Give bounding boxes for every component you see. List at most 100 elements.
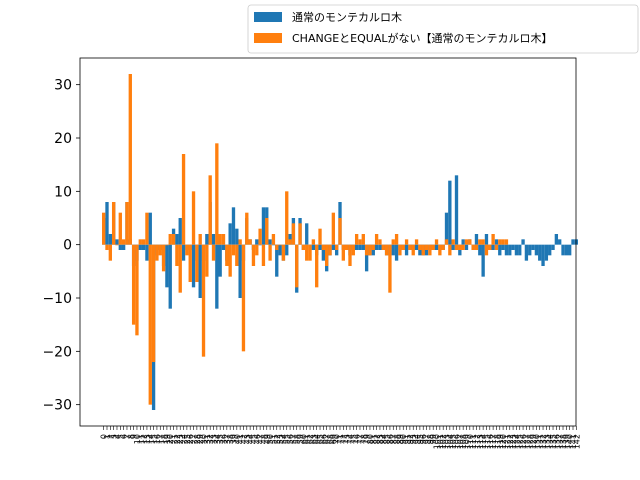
- bar-series-1: [451, 239, 455, 245]
- x-tick-label: 27: [190, 434, 199, 444]
- x-tick-label: 130: [532, 434, 541, 449]
- x-tick-label: 28: [193, 434, 202, 444]
- bar-series-0: [121, 244, 126, 250]
- bar-series-1: [275, 244, 279, 250]
- bar-series-1: [371, 244, 375, 250]
- bar-series-1: [141, 239, 146, 245]
- x-tick-label: 57: [289, 434, 298, 444]
- x-tick-label: 14: [146, 434, 155, 444]
- bar-series-1: [481, 239, 485, 245]
- bar-series-1: [221, 234, 226, 245]
- bar-series-1: [135, 244, 139, 336]
- x-tick-label: 43: [243, 434, 252, 444]
- bar-series-1: [348, 244, 352, 266]
- bar-series-1: [408, 244, 412, 250]
- bar-series-1: [354, 234, 359, 245]
- x-tick-label: 39: [229, 434, 238, 444]
- bar-series-1: [102, 212, 106, 245]
- bar-series-0: [481, 244, 485, 277]
- x-tick-label: 70: [333, 434, 342, 444]
- x-tick-label: 74: [346, 434, 355, 444]
- x-tick-label: 110: [466, 434, 475, 449]
- x-tick-label: 17: [156, 434, 165, 444]
- bar-series-1: [218, 234, 222, 245]
- y-tick-label: 10: [54, 184, 72, 200]
- bar-series-0: [508, 244, 512, 256]
- x-tick-label: 10: [133, 434, 142, 444]
- x-tick-label: 120: [499, 434, 508, 449]
- x-tick-label: 18: [160, 434, 169, 444]
- x-tick-label: 38: [226, 434, 235, 444]
- bar-series-1: [235, 244, 239, 266]
- bar-series-1: [438, 244, 442, 256]
- bar-series-0: [478, 244, 482, 256]
- x-tick-label: 47: [256, 434, 265, 444]
- bar-series-1: [338, 218, 342, 245]
- bar-series-0: [181, 244, 186, 261]
- y-tick-label: 30: [54, 78, 72, 94]
- bar-series-0: [228, 223, 232, 245]
- bar-series-1: [364, 244, 369, 256]
- x-tick-label: 137: [556, 434, 565, 449]
- x-tick-label: 140: [566, 434, 575, 449]
- bar-series-1: [335, 244, 339, 250]
- x-tick-label: 109: [462, 434, 471, 449]
- bar-series-0: [394, 244, 399, 261]
- bar-series-0: [374, 244, 379, 250]
- x-tick-label: 91: [403, 434, 412, 444]
- bar-series-1: [418, 244, 422, 250]
- x-tick-label: 46: [253, 434, 262, 444]
- x-tick-label: 76: [353, 434, 362, 444]
- bar-series-0: [511, 244, 515, 250]
- bar-series-1: [151, 244, 156, 362]
- x-tick-label: 44: [246, 434, 255, 444]
- bar-series-1: [381, 244, 385, 250]
- x-tick-label: 113: [476, 434, 485, 449]
- bar-series-1: [248, 239, 252, 245]
- bar-series-1: [444, 239, 449, 245]
- x-tick-label: 101: [436, 434, 445, 449]
- bar-series-0: [305, 223, 309, 245]
- y-tick-label: 20: [54, 131, 72, 147]
- bar-series-0: [391, 244, 395, 256]
- bar-series-1: [448, 244, 452, 256]
- bar-series-0: [335, 244, 339, 256]
- y-axis: −30 −20 −10 0 10 20 30: [42, 78, 80, 414]
- bar-series-1: [251, 244, 256, 266]
- bar-series-1: [168, 234, 172, 245]
- bar-series-0: [414, 244, 419, 250]
- x-tick-label: 116: [486, 434, 495, 449]
- bar-series-0: [498, 244, 502, 256]
- bar-series-0: [311, 244, 316, 250]
- bar-series-0: [518, 244, 522, 256]
- x-tick-label: 104: [446, 434, 455, 449]
- legend-swatch-series-1: [254, 33, 282, 43]
- bar-series-0: [448, 180, 452, 245]
- bar-series-1: [305, 244, 309, 261]
- bar-series-0: [198, 244, 202, 298]
- x-tick-label: 78: [359, 434, 368, 444]
- x-tick-label: 102: [439, 434, 448, 449]
- x-tick-label: 129: [529, 434, 538, 449]
- bar-series-1: [308, 244, 312, 261]
- bar-series-1: [494, 244, 499, 250]
- bar-series-1: [431, 244, 435, 250]
- x-tick-label: 56: [286, 434, 295, 444]
- x-tick-label: 52: [273, 434, 282, 444]
- bar-series-0: [115, 239, 119, 245]
- x-tick-label: 5: [116, 434, 125, 439]
- bar-series-1: [165, 244, 169, 246]
- bar-series-1: [128, 74, 132, 245]
- bar-series-1: [238, 239, 242, 245]
- bar-series-1: [188, 244, 192, 282]
- bar-series-1: [298, 223, 302, 245]
- bar-series-0: [148, 212, 152, 245]
- x-tick-label: 50: [266, 434, 275, 444]
- bar-series-1: [301, 244, 306, 250]
- x-tick-label: 141: [569, 434, 578, 449]
- bar-series-1: [245, 212, 249, 245]
- x-tick-label: 60: [299, 434, 308, 444]
- bar-series-0: [168, 244, 172, 309]
- bar-series-1: [464, 239, 469, 245]
- bar-series-1: [374, 234, 379, 245]
